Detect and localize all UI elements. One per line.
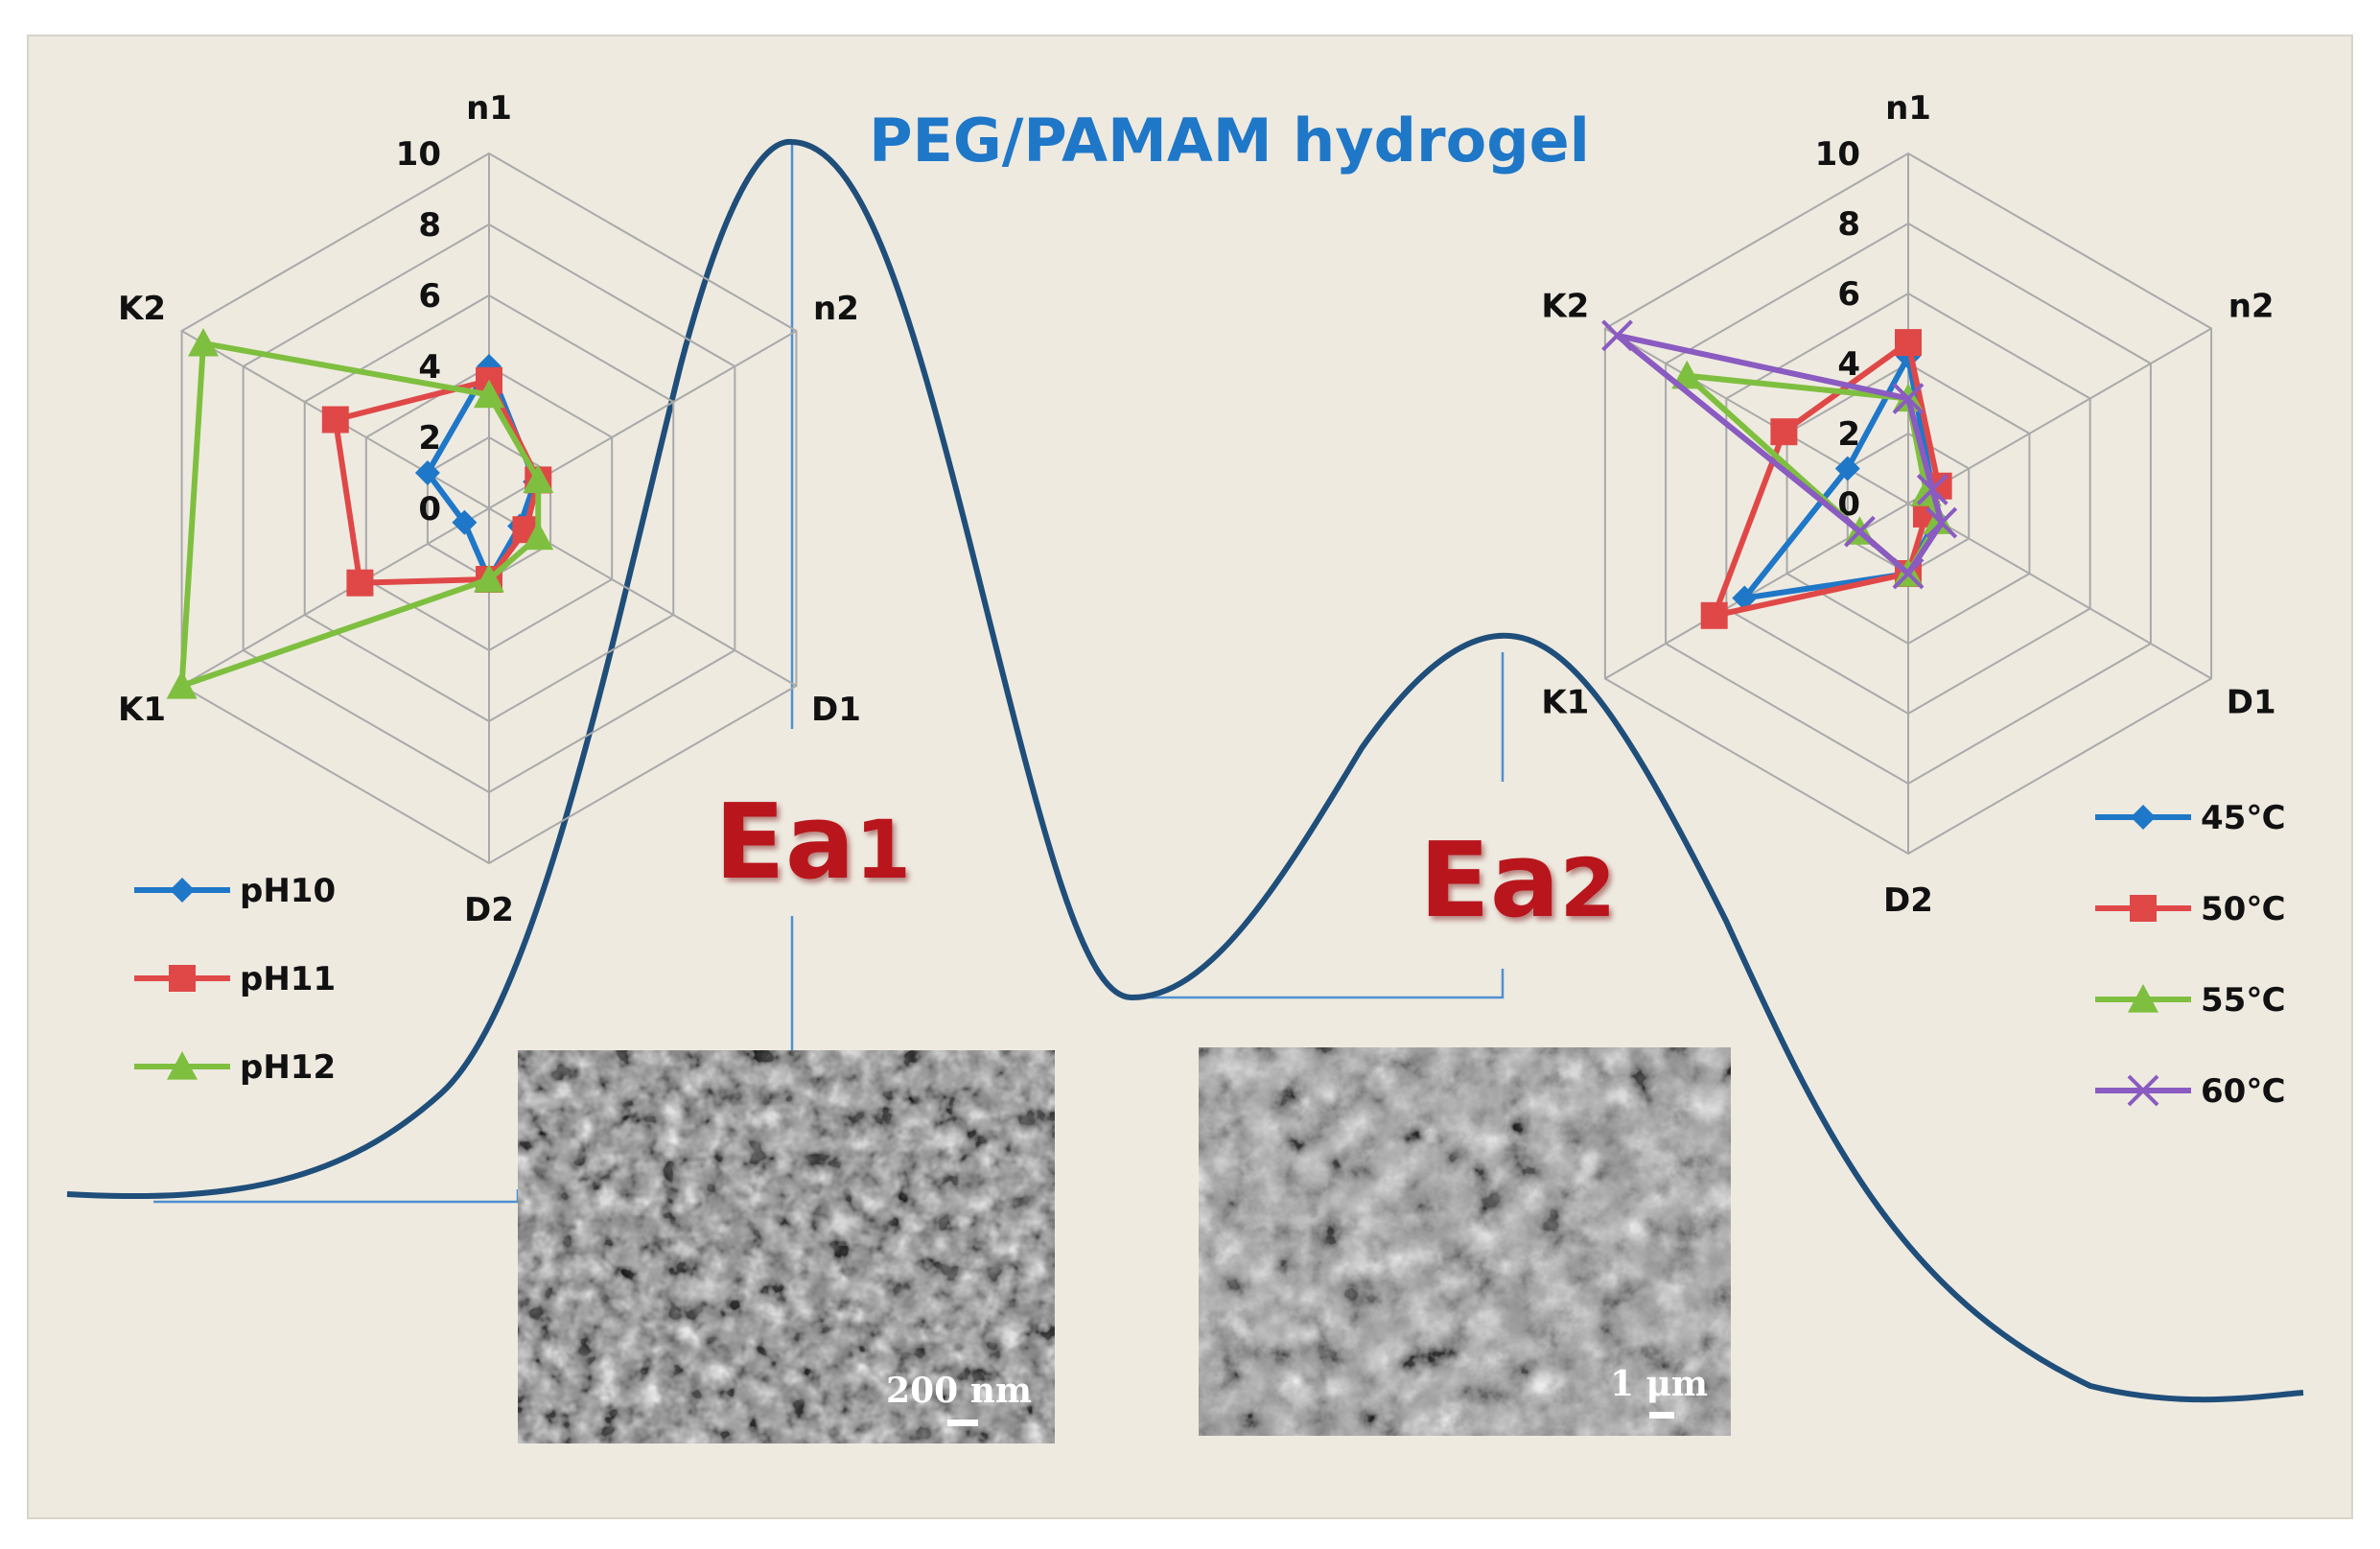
sem-image-2: 1 μm: [1199, 1047, 1731, 1436]
radar-series-point: [1601, 319, 1633, 352]
radar-series-point: [523, 521, 554, 551]
energy-curve: [66, 138, 2304, 1403]
legend-label: 45℃: [2201, 799, 2286, 837]
radar-axis-label-K1: K1: [118, 691, 166, 729]
radar-series-point: [1892, 557, 1925, 590]
radar-series-point: [346, 569, 374, 597]
radar-axis-label-n2: n2: [2228, 288, 2275, 326]
radar-axis-label-D1: D1: [811, 691, 861, 729]
radar-series-point: [474, 379, 504, 409]
radar-series-0-2: [166, 327, 554, 699]
radar-axis-label-n1: n1: [1885, 89, 1931, 128]
figure-panel: [27, 35, 2353, 1519]
ea2-sub: 2: [1560, 841, 1616, 935]
sem-2-scale-bar: [1649, 1412, 1674, 1419]
radar-spoke: [1907, 327, 2212, 505]
guide-valley: [1136, 969, 1505, 999]
radar-series-point: [1895, 329, 1922, 357]
radar-series-point: [1925, 506, 1958, 539]
radar-tick-label: 6: [1837, 275, 1860, 314]
radar-series-point: [188, 327, 220, 357]
svg-text:Ea2: Ea2: [1419, 821, 1616, 941]
radar-axis-label-D2: D2: [464, 891, 514, 929]
radar-axis-label-D1: D1: [2227, 684, 2276, 722]
radar-axis-label-n2: n2: [813, 290, 859, 328]
legend-marker: [170, 878, 195, 903]
legend-marker: [167, 1051, 198, 1080]
radar-series-point: [1671, 360, 1703, 389]
radar-tick-label: 10: [1815, 135, 1860, 174]
ea2-main: Ea: [1419, 821, 1560, 941]
radar-series-point: [452, 509, 478, 535]
legend-marker: [169, 965, 196, 992]
radar-series-point: [1844, 515, 1876, 548]
radar-tick-label: 4: [418, 348, 441, 387]
radar-series-point: [474, 564, 504, 593]
figure-title: PEG/PAMAM hydrogel: [869, 106, 1590, 176]
radar-series-point: [523, 464, 554, 493]
radar-tick-label: 2: [418, 419, 441, 458]
legend-marker: [2130, 895, 2157, 922]
sem-2-scale-label: 1 μm: [1610, 1364, 1708, 1404]
ea1-main: Ea: [714, 783, 855, 903]
legend-temperature: 45℃ 50℃ 55℃ 60℃: [2095, 799, 2286, 1111]
radar-axis-label-D2: D2: [1883, 881, 1933, 920]
radar-axis-label-K2: K2: [1541, 288, 1589, 326]
sem-image-1: 200 nm: [518, 1050, 1055, 1443]
radar-axis-label-K2: K2: [118, 290, 166, 328]
radar-tick-label: 2: [1837, 415, 1860, 454]
radar-axis-label-K1: K1: [1541, 684, 1589, 722]
radar-spoke: [1907, 503, 2212, 680]
legend-label: pH10: [240, 872, 336, 910]
ea2-label: Ea2: [1419, 821, 1616, 941]
radar-series-point: [166, 670, 198, 699]
legend-marker: [2127, 1074, 2159, 1107]
radar-spoke: [1604, 327, 1909, 505]
radar-series-point: [321, 406, 349, 434]
sem-1-scale-bar: [947, 1420, 978, 1426]
ea1-label: Ea1: [714, 783, 911, 903]
radar-spoke: [181, 507, 490, 687]
radar-series-point: [1834, 456, 1860, 481]
radar-tick-label: 0: [418, 490, 441, 528]
legend-label: 55℃: [2201, 981, 2286, 1020]
legend-label: pH11: [240, 960, 336, 998]
legend-ph: pH10 pH11 pH12: [134, 872, 336, 1087]
radar-tick-label: 8: [1837, 205, 1860, 244]
radar-series-1-3: [1601, 319, 1958, 590]
legend-label: pH12: [240, 1048, 336, 1087]
radar-axis-label-n1: n1: [466, 89, 512, 128]
radar-chart-ph: 0 2 4 6 8 10 n1 n2 D1 D2 K1 K2: [118, 89, 861, 929]
ea1-sub: 1: [855, 803, 911, 897]
radar-tick-label: 8: [418, 206, 441, 245]
radar-series-point: [414, 460, 440, 485]
svg-text:Ea1: Ea1: [714, 783, 911, 903]
radar-series-point: [1916, 473, 1948, 505]
legend-marker: [2128, 984, 2158, 1013]
radar-series-point: [1892, 383, 1925, 414]
guide-lines: [153, 144, 1505, 1204]
legend-label: 50℃: [2201, 890, 2286, 928]
legend-label: 60℃: [2201, 1072, 2286, 1111]
radar-series-point: [1732, 585, 1758, 611]
radar-tick-label: 10: [396, 135, 441, 174]
radar-series-point: [1770, 418, 1798, 446]
radar-series-point: [1700, 601, 1728, 629]
sem-1-scale-label: 200 nm: [886, 1371, 1032, 1411]
radar-tick-label: 4: [1837, 345, 1860, 384]
radar-tick-label: 6: [418, 277, 441, 316]
legend-marker: [2131, 805, 2156, 830]
